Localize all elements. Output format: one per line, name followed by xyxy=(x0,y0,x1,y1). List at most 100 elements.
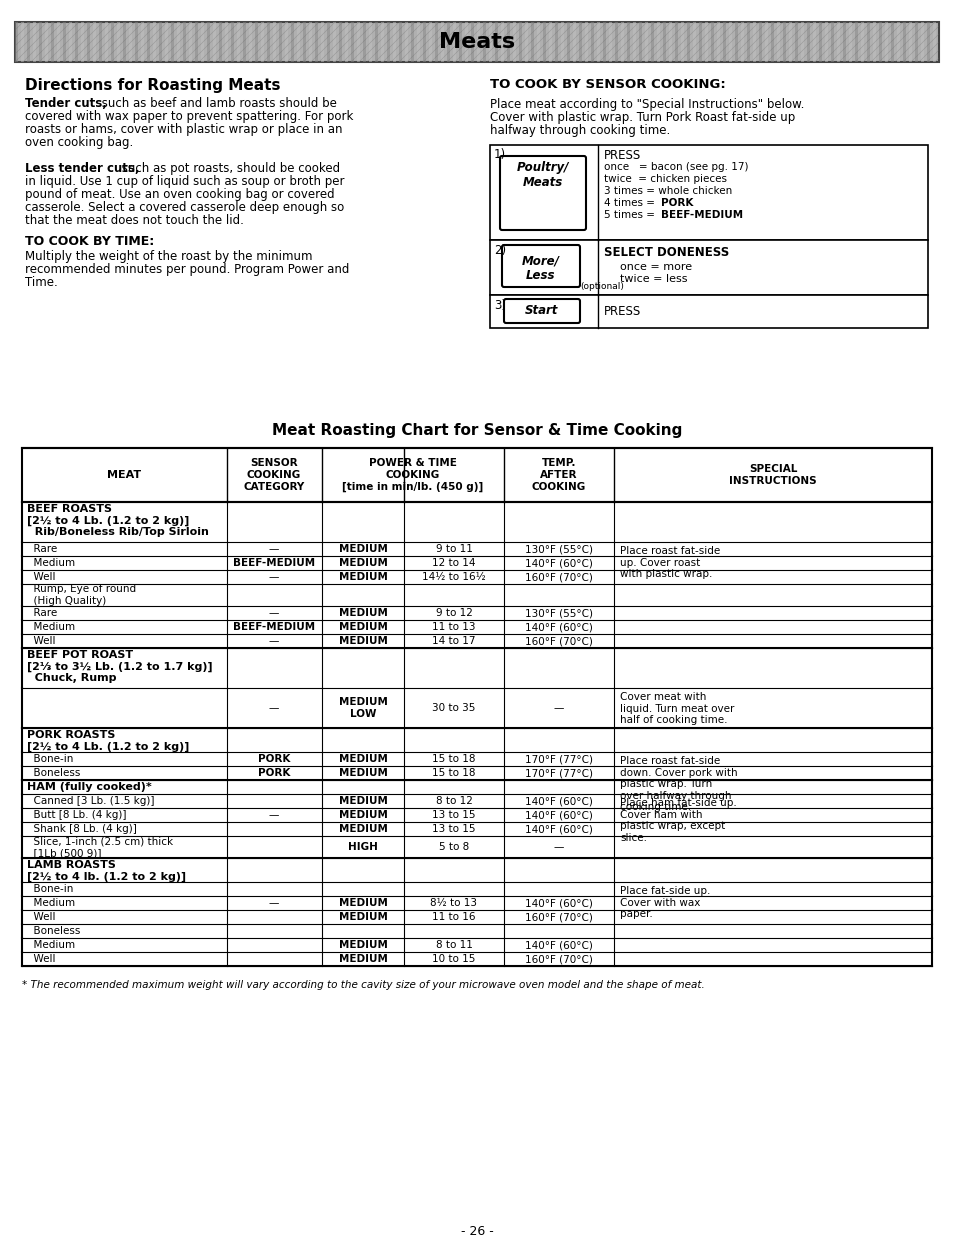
Bar xyxy=(872,23,875,61)
Bar xyxy=(165,23,168,61)
FancyBboxPatch shape xyxy=(499,157,585,231)
Bar xyxy=(111,23,113,61)
Bar xyxy=(189,23,192,61)
Text: 160°F (70°C): 160°F (70°C) xyxy=(524,573,593,581)
Bar xyxy=(429,23,432,61)
Text: SPECIAL
INSTRUCTIONS: SPECIAL INSTRUCTIONS xyxy=(728,464,816,486)
Bar xyxy=(243,23,246,61)
Bar xyxy=(752,23,755,61)
Bar xyxy=(333,23,335,61)
Bar xyxy=(794,23,797,61)
Text: casserole. Select a covered casserole deep enough so: casserole. Select a covered casserole de… xyxy=(25,200,344,214)
Bar xyxy=(560,23,563,61)
Bar xyxy=(490,241,927,294)
Text: 160°F (70°C): 160°F (70°C) xyxy=(524,954,593,964)
Text: BEEF-MEDIUM: BEEF-MEDIUM xyxy=(660,211,742,221)
Text: MEDIUM
LOW: MEDIUM LOW xyxy=(338,697,387,719)
Text: 15 to 18: 15 to 18 xyxy=(432,754,476,764)
Text: 170°F (77°C): 170°F (77°C) xyxy=(524,754,593,764)
Text: MEAT: MEAT xyxy=(107,470,141,480)
Text: MEDIUM: MEDIUM xyxy=(338,754,387,764)
Text: MEDIUM: MEDIUM xyxy=(338,573,387,581)
Text: MEDIUM: MEDIUM xyxy=(338,637,387,647)
Bar xyxy=(375,23,377,61)
Text: Bone-in: Bone-in xyxy=(27,885,73,893)
Text: 11 to 13: 11 to 13 xyxy=(432,621,476,632)
Bar xyxy=(728,23,731,61)
Text: Time.: Time. xyxy=(25,276,58,289)
Text: 4 times =: 4 times = xyxy=(603,198,658,208)
Text: SELECT DONENESS: SELECT DONENESS xyxy=(603,246,728,259)
Bar xyxy=(555,23,558,61)
Bar xyxy=(15,23,938,61)
Bar xyxy=(99,23,102,61)
Bar xyxy=(806,23,809,61)
Text: BEEF ROASTS
[2½ to 4 Lb. (1.2 to 2 kg)]
  Rib/Boneless Rib/Top Sirloin: BEEF ROASTS [2½ to 4 Lb. (1.2 to 2 kg)] … xyxy=(27,504,209,538)
Text: MEDIUM: MEDIUM xyxy=(338,796,387,806)
Text: Boneless: Boneless xyxy=(27,768,80,778)
Bar xyxy=(932,23,935,61)
Bar xyxy=(33,23,36,61)
Text: Multiply the weight of the roast by the minimum: Multiply the weight of the roast by the … xyxy=(25,251,313,263)
Text: MEDIUM: MEDIUM xyxy=(338,558,387,568)
Text: —: — xyxy=(269,898,279,908)
Text: 3): 3) xyxy=(494,299,505,312)
Text: POWER & TIME
COOKING
[time in min/lb. (450 g)]: POWER & TIME COOKING [time in min/lb. (4… xyxy=(342,459,483,491)
Bar xyxy=(675,23,678,61)
Text: —: — xyxy=(554,842,563,852)
Bar xyxy=(476,23,479,61)
Bar xyxy=(692,23,696,61)
Text: 140°F (60°C): 140°F (60°C) xyxy=(524,940,593,950)
Bar xyxy=(602,23,605,61)
Bar xyxy=(171,23,173,61)
Text: MEDIUM: MEDIUM xyxy=(338,608,387,618)
Bar xyxy=(231,23,233,61)
Bar xyxy=(69,23,71,61)
Bar xyxy=(626,23,629,61)
Bar xyxy=(123,23,126,61)
Text: once = more: once = more xyxy=(619,262,691,272)
Text: 8 to 12: 8 to 12 xyxy=(436,796,472,806)
Bar xyxy=(22,449,931,502)
Bar xyxy=(717,23,720,61)
Bar xyxy=(152,23,156,61)
Bar xyxy=(207,23,210,61)
Text: oven cooking bag.: oven cooking bag. xyxy=(25,137,133,149)
Bar xyxy=(812,23,815,61)
Text: Canned [3 Lb. (1.5 kg)]: Canned [3 Lb. (1.5 kg)] xyxy=(27,796,154,806)
Bar xyxy=(890,23,893,61)
Bar xyxy=(896,23,899,61)
Text: HAM (fully cooked)*: HAM (fully cooked)* xyxy=(27,782,152,792)
Text: 9 to 11: 9 to 11 xyxy=(436,544,472,554)
Bar xyxy=(722,23,725,61)
Bar xyxy=(393,23,395,61)
Bar xyxy=(490,294,927,328)
Text: More/
Less: More/ Less xyxy=(521,254,559,282)
Bar xyxy=(878,23,882,61)
Text: Medium: Medium xyxy=(27,898,75,908)
Text: Meats: Meats xyxy=(438,33,515,53)
Text: BEEF-MEDIUM: BEEF-MEDIUM xyxy=(233,558,314,568)
Text: 10 to 15: 10 to 15 xyxy=(432,954,476,964)
Bar xyxy=(518,23,521,61)
Bar xyxy=(542,23,545,61)
Bar xyxy=(75,23,78,61)
Text: Well: Well xyxy=(27,954,55,964)
Bar xyxy=(87,23,90,61)
Bar xyxy=(236,23,240,61)
Bar xyxy=(471,23,474,61)
Text: MEDIUM: MEDIUM xyxy=(338,954,387,964)
Text: PORK ROASTS
[2½ to 4 Lb. (1.2 to 2 kg)]: PORK ROASTS [2½ to 4 Lb. (1.2 to 2 kg)] xyxy=(27,730,190,752)
Bar xyxy=(801,23,803,61)
Bar xyxy=(608,23,612,61)
Text: 140°F (60°C): 140°F (60°C) xyxy=(524,824,593,834)
Bar xyxy=(411,23,414,61)
Bar xyxy=(584,23,587,61)
Bar xyxy=(194,23,198,61)
Bar xyxy=(183,23,186,61)
Text: TO COOK BY SENSOR COOKING:: TO COOK BY SENSOR COOKING: xyxy=(490,78,725,91)
Text: Rump, Eye of round
  (High Quality): Rump, Eye of round (High Quality) xyxy=(27,584,136,605)
Bar xyxy=(866,23,869,61)
Text: recommended minutes per pound. Program Power and: recommended minutes per pound. Program P… xyxy=(25,263,349,276)
Text: 170°F (77°C): 170°F (77°C) xyxy=(524,768,593,778)
